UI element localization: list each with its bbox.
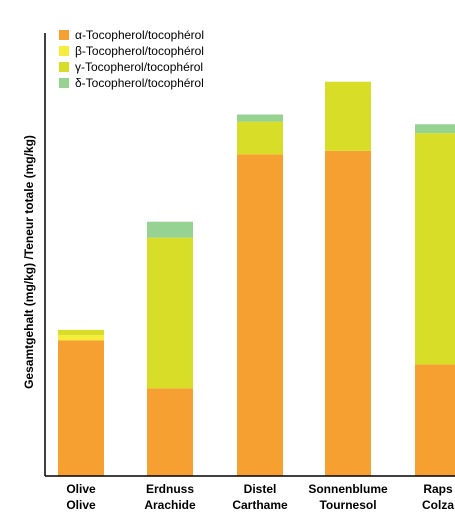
bar-olive-series-3	[58, 329, 104, 336]
x-tick-label: Colza	[422, 498, 454, 512]
legend-swatch	[59, 62, 69, 72]
x-tick-label: Olive	[66, 482, 96, 496]
x-tick-label: Tournesol	[319, 498, 376, 512]
x-tick-label: Distel	[244, 482, 277, 496]
bar-distel-series-3	[237, 121, 283, 155]
x-tick-label: Sonnenblume	[308, 482, 388, 496]
bar-raps-series-1	[415, 364, 455, 476]
legend-label: β-Tocopherol/tocophérol	[75, 44, 204, 58]
x-tick-label: Erdnuss	[146, 482, 194, 496]
bar-erdnuss-series-1	[147, 388, 193, 476]
bars-group	[58, 81, 455, 476]
bar-distel-series-4	[237, 114, 283, 122]
legend-swatch	[59, 78, 69, 88]
bar-olive-series-2	[58, 335, 104, 341]
x-tick-labels: Olive Olive Erdnuss Arachide Distel Carthame S…	[66, 482, 454, 512]
bar-raps-series-3	[415, 133, 455, 365]
legend: α-Tocopherol/tocophérol β-Tocopherol/toco…	[59, 28, 204, 90]
x-tick-label: Raps	[423, 482, 453, 496]
bar-raps-series-4	[415, 124, 455, 134]
bar-sonnenblume-series-3	[325, 81, 371, 151]
x-tick-label: Olive	[66, 498, 96, 512]
y-axis-label: Gesamtgehalt (mg/kg) /Teneur totale (mg/…	[22, 135, 36, 389]
bar-distel-series-1	[237, 154, 283, 476]
legend-swatch	[59, 30, 69, 40]
legend-swatch	[59, 46, 69, 56]
bar-erdnuss-series-3	[147, 237, 193, 389]
x-tick-label: Arachide	[144, 498, 196, 512]
bar-sonnenblume-series-1	[325, 150, 371, 476]
legend-label: γ-Tocopherol/tocophérol	[75, 60, 203, 74]
legend-label: δ-Tocopherol/tocophérol	[75, 76, 204, 90]
bar-erdnuss-series-4	[147, 221, 193, 238]
legend-label: α-Tocopherol/tocophérol	[75, 28, 204, 42]
bar-olive-series-1	[58, 340, 104, 476]
x-tick-label: Carthame	[232, 498, 288, 512]
